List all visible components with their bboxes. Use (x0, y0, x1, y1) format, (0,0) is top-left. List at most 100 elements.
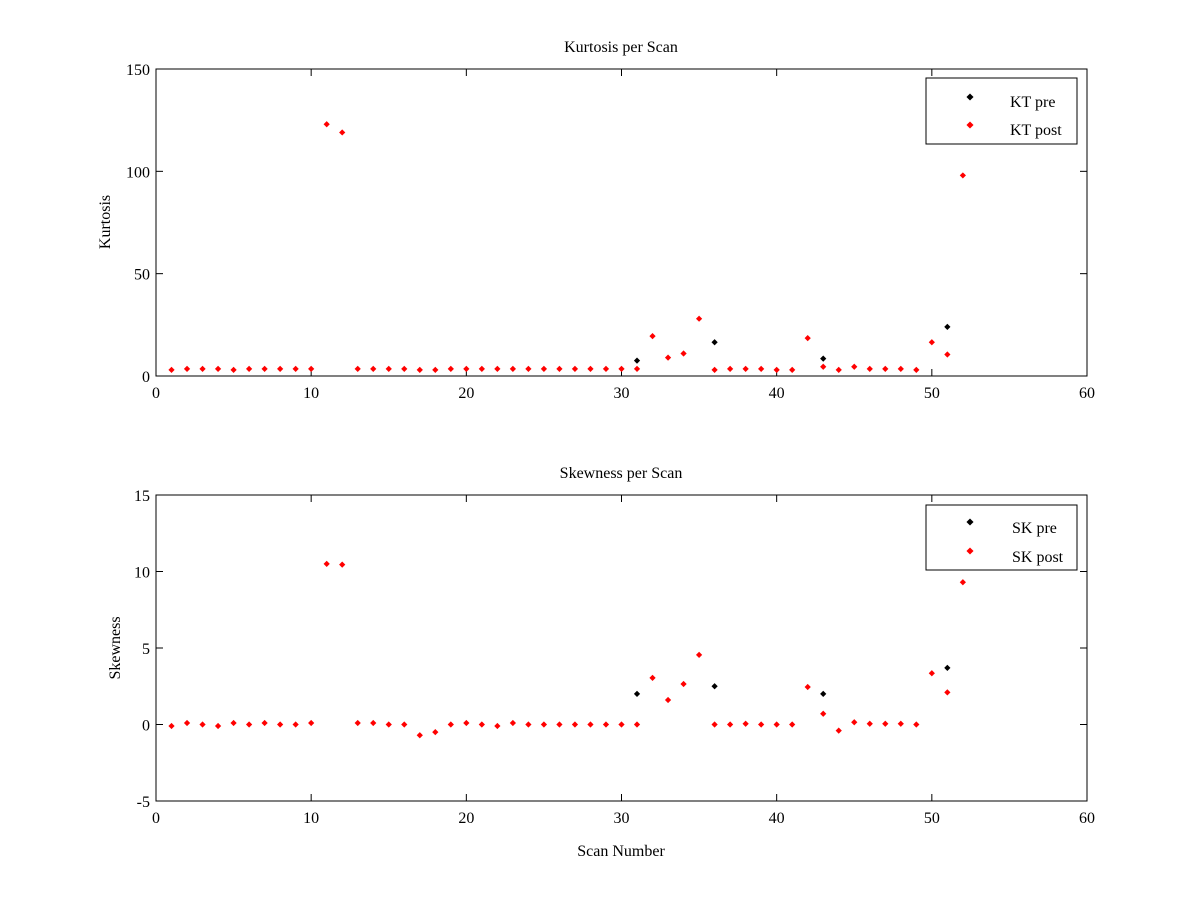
skewness-x-axis-label: Scan Number (577, 843, 665, 860)
skewness-point-post (339, 561, 346, 568)
skewness-chart-title: Skewness per Scan (560, 465, 683, 482)
kurtosis-x-tick-label: 60 (1079, 385, 1095, 402)
skewness-point-post (525, 721, 532, 728)
kurtosis-point-post (664, 354, 672, 361)
kurtosis-point-post (494, 365, 501, 372)
kurtosis-y-axis-label: Kurtosis (97, 195, 114, 249)
kurtosis-x-tick-label: 20 (458, 385, 474, 402)
skewness-y-tick-label: -5 (137, 794, 150, 811)
kurtosis-y-tick-label: 100 (126, 164, 150, 181)
skewness-point-post (230, 719, 237, 727)
skewness-point-post (866, 720, 873, 727)
kurtosis-x-tick-label: 30 (614, 385, 630, 402)
kurtosis-point-post (261, 365, 268, 372)
skewness-point-post (478, 721, 485, 728)
skewness-point-post (758, 721, 765, 728)
kurtosis-point-post (695, 315, 703, 322)
kurtosis-point-post (835, 366, 842, 373)
skewness-point-post (742, 720, 749, 727)
skewness-point-pre (711, 683, 718, 690)
kurtosis-point-post (711, 366, 718, 373)
kurtosis-y-tick-label: 50 (134, 267, 150, 284)
skewness-x-tick-label: 20 (458, 810, 474, 827)
skewness-point-post (773, 721, 780, 728)
skewness-legend-label-pre: SK pre (1012, 520, 1057, 537)
kurtosis-point-post (773, 366, 780, 373)
kurtosis-ticks: 0 10 20 30 40 50 60 0 50 100 150 (126, 62, 1095, 402)
skewness-y-tick-label: 10 (134, 565, 150, 582)
skewness-point-post (447, 721, 454, 728)
kurtosis-point-post (447, 365, 454, 372)
skewness-legend-box (925, 504, 1078, 571)
kurtosis-point-post (292, 365, 299, 372)
kurtosis-legend-box (925, 77, 1078, 145)
skewness-point-post (571, 721, 579, 728)
skewness-point-post (618, 721, 625, 728)
skewness-legend: SK pre SK post (925, 504, 1078, 571)
kurtosis-x-tick-label: 50 (924, 385, 940, 402)
skewness-point-post (494, 722, 501, 730)
kurtosis-point-pre (633, 357, 641, 364)
skewness-y-tick-label: 5 (142, 641, 150, 658)
skewness-point-post (804, 683, 811, 691)
skewness-point-post (664, 696, 672, 704)
skewness-x-tick-label: 0 (152, 810, 160, 827)
kurtosis-point-post (277, 365, 284, 372)
skewness-legend-marker-post (966, 547, 974, 555)
kurtosis-x-tick-label: 0 (152, 385, 160, 402)
kurtosis-y-tick-label: 0 (142, 369, 150, 386)
kurtosis-point-post (385, 365, 392, 372)
kurtosis-legend-marker-post (966, 121, 974, 129)
kurtosis-point-post (649, 332, 656, 340)
kurtosis-point-post (370, 365, 377, 372)
skewness-legend-marker-pre (966, 518, 974, 526)
skewness-data-points (168, 560, 966, 739)
skewness-point-post (277, 721, 284, 728)
kurtosis-legend: KT pre KT post (925, 77, 1078, 145)
kurtosis-point-post (245, 365, 253, 372)
kurtosis-point-post (432, 366, 439, 373)
skewness-x-tick-label: 30 (614, 810, 630, 827)
kurtosis-point-post (416, 366, 423, 373)
skewness-y-axis-label: Skewness (107, 616, 124, 679)
skewness-x-tick-label: 40 (769, 810, 785, 827)
skewness-point-pre (944, 664, 951, 672)
kurtosis-point-post (789, 366, 796, 373)
skewness-point-post (835, 727, 842, 734)
skewness-point-post (944, 689, 951, 696)
skewness-point-post (727, 721, 734, 728)
skewness-x-tick-label: 60 (1079, 810, 1095, 827)
skewness-point-post (711, 721, 718, 728)
skewness-point-post (587, 721, 594, 728)
skewness-point-post (928, 670, 935, 677)
skewness-point-post (959, 579, 966, 586)
kurtosis-point-post (354, 365, 361, 372)
kurtosis-x-tick-label: 10 (303, 385, 319, 402)
skewness-point-pre (820, 690, 827, 698)
kurtosis-point-post (478, 365, 485, 372)
skewness-panel: Skewness per Scan Skewness Scan Number 0… (107, 465, 1095, 860)
skewness-point-post (509, 719, 516, 727)
skewness-legend-label-post: SK post (1012, 549, 1064, 566)
skewness-point-post (649, 674, 656, 681)
skewness-y-tick-label: 0 (142, 718, 150, 735)
skewness-y-tick-label: 15 (134, 488, 150, 505)
skewness-point-post (540, 721, 548, 728)
kurtosis-chart-title: Kurtosis per Scan (564, 39, 678, 56)
skewness-point-post (602, 721, 610, 728)
skewness-x-tick-label: 10 (303, 810, 319, 827)
skewness-point-post (633, 721, 641, 728)
kurtosis-legend-label-pre: KT pre (1010, 94, 1055, 111)
kurtosis-point-post (401, 365, 408, 372)
skewness-point-post (385, 721, 392, 728)
kurtosis-legend-marker-pre (966, 93, 974, 101)
kurtosis-legend-label-post: KT post (1010, 122, 1062, 139)
skewness-point-post (556, 721, 563, 728)
skewness-point-pre (633, 690, 641, 698)
skewness-point-post (913, 721, 920, 728)
skewness-point-post (183, 719, 191, 727)
skewness-point-post (680, 680, 687, 688)
skewness-point-post (695, 651, 703, 658)
